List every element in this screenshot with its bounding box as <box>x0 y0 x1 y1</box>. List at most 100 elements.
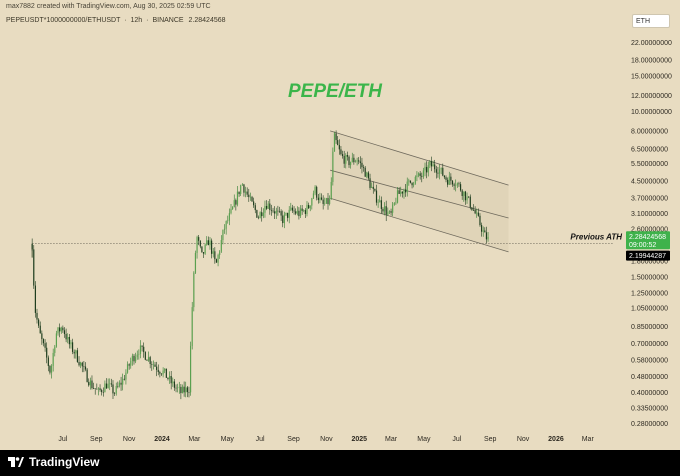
candle-body <box>455 185 457 186</box>
candle-body <box>303 210 305 211</box>
candle-body <box>291 207 294 211</box>
candle-body <box>110 383 112 385</box>
candle-body <box>348 156 350 166</box>
candle-body <box>141 345 143 347</box>
candle-body <box>156 366 158 370</box>
y-tick-label: 10.00000000 <box>631 109 672 116</box>
candle-body <box>453 184 455 186</box>
candle-body <box>136 354 138 358</box>
candle-body <box>65 334 67 340</box>
candle-body <box>173 381 176 388</box>
chart-title: PEPE/ETH <box>288 81 383 102</box>
exchange: BINANCE <box>152 17 184 24</box>
candle-body <box>361 162 363 168</box>
candle-body <box>78 361 80 366</box>
candle-body <box>86 369 88 383</box>
candle-body <box>438 169 441 174</box>
x-tick-label: Mar <box>385 436 398 443</box>
y-tick-label: 4.50000000 <box>631 179 668 186</box>
y-tick-label: 18.00000000 <box>631 58 672 65</box>
candle-body <box>41 333 43 340</box>
candle-body <box>278 211 281 212</box>
candle-body <box>117 385 119 387</box>
y-tick-label: 1.05000000 <box>631 306 668 313</box>
candle-body <box>185 387 187 393</box>
separator: · <box>124 17 127 24</box>
candle-body <box>264 206 266 213</box>
candle-body <box>269 203 271 210</box>
previous-ath-line: Previous ATH <box>31 233 622 258</box>
candle-body <box>333 133 336 152</box>
ath-price-tag <box>626 250 670 261</box>
candle-body <box>285 212 287 215</box>
price-chart[interactable]: Previous ATH PEPE/ETH 22.00000000 18.0000… <box>0 0 680 450</box>
candle-body <box>382 208 384 212</box>
candle-body <box>443 175 446 178</box>
candle-body <box>186 387 188 393</box>
tradingview-logo[interactable]: TradingView <box>8 455 99 469</box>
x-tick-label: Mar <box>188 436 201 443</box>
candle-body <box>232 207 234 210</box>
y-tick-label: 0.40000000 <box>631 390 668 397</box>
candle-body <box>409 180 412 183</box>
y-tick-label: 8.00000000 <box>631 128 668 135</box>
candle-body <box>282 215 284 224</box>
currency-label[interactable]: ETH <box>632 14 670 28</box>
candle-body <box>375 190 378 203</box>
candle-body <box>114 393 116 395</box>
candle-body <box>143 346 145 353</box>
candle-body <box>109 383 111 385</box>
candle-body <box>181 386 184 394</box>
candle-body <box>392 204 394 213</box>
candle-body <box>215 259 218 263</box>
candle-body <box>445 177 447 180</box>
candle-body <box>149 357 151 364</box>
interval[interactable]: 12h <box>130 17 143 24</box>
current-price-tag <box>626 231 670 250</box>
candle-body <box>434 164 436 170</box>
candle-body <box>131 355 133 361</box>
candle-body <box>322 199 324 204</box>
current-price-value: 2.28424568 <box>629 234 666 241</box>
y-tick-label: 0.58000000 <box>631 357 668 364</box>
candle-body <box>97 388 100 390</box>
candles <box>31 130 489 400</box>
candle-body <box>76 350 79 362</box>
candle-body <box>220 240 222 252</box>
candle-body <box>290 207 292 210</box>
candle-body <box>63 330 66 335</box>
candle-body <box>212 251 214 254</box>
candle-body <box>380 200 382 209</box>
candle-body <box>286 212 289 218</box>
candle-body <box>353 157 355 163</box>
symbol-name[interactable]: PEPEUSDT*1000000000/ETHUSDT <box>6 17 121 24</box>
x-tick-label: May <box>417 436 431 443</box>
x-tick-label: May <box>221 436 235 443</box>
candle-body <box>468 196 470 198</box>
x-tick-label: 2025 <box>351 436 367 443</box>
candle-body <box>83 366 85 367</box>
candle-body <box>340 149 342 155</box>
candle-body <box>400 191 402 194</box>
candle-body <box>398 190 400 194</box>
x-tick-label: Sep <box>90 436 103 443</box>
candle-body <box>60 327 62 332</box>
candle-body <box>367 172 370 179</box>
candle-body <box>243 184 245 193</box>
y-tick-label: 15.00000000 <box>631 74 672 81</box>
tradingview-icon <box>8 457 24 467</box>
candle-body <box>139 345 142 354</box>
candle-body <box>44 343 46 348</box>
y-tick-label: 0.48000000 <box>631 374 668 381</box>
candle-body <box>477 212 479 216</box>
candle-body <box>34 285 36 313</box>
candle-body <box>168 376 171 380</box>
previous-ath-label: Previous ATH <box>570 233 622 242</box>
y-tick-label: 6.50000000 <box>631 147 668 154</box>
candle-body <box>293 210 295 212</box>
candle-body <box>450 176 452 181</box>
candle-body <box>411 182 413 186</box>
channel-fill <box>330 130 509 252</box>
candle-body <box>62 327 64 331</box>
candle-body <box>471 207 473 210</box>
